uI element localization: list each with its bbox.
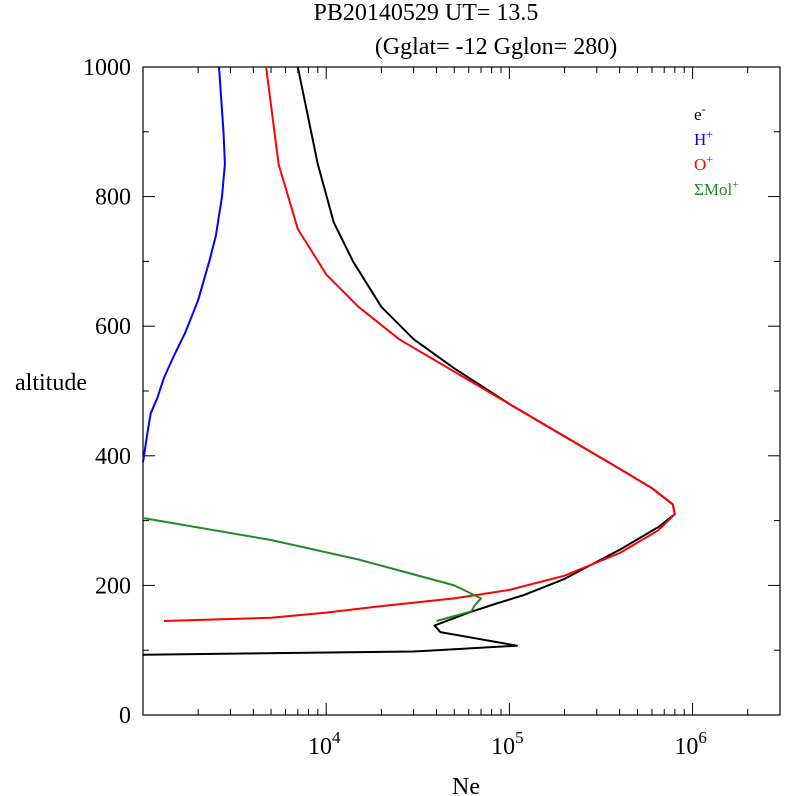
y-tick-label: 400 bbox=[95, 444, 131, 470]
series-line-h bbox=[142, 66, 226, 463]
series-line-mol bbox=[142, 517, 482, 622]
y-tick-label: 800 bbox=[95, 185, 131, 211]
series-line-o bbox=[163, 66, 676, 622]
y-tick-label: 200 bbox=[95, 573, 131, 599]
y-tick-label: 0 bbox=[119, 703, 131, 729]
y-axis-label: altitude bbox=[15, 370, 87, 396]
y-tick-label: 600 bbox=[95, 314, 131, 340]
y-axis-ticks: 0 200 400 600 800 1000 bbox=[83, 55, 780, 729]
x-axis-label: Ne bbox=[452, 774, 480, 796]
chart-title-line1: PB20140529 UT= 13.5 bbox=[314, 0, 539, 26]
legend-entry: e- bbox=[694, 102, 706, 124]
legend-entry: H+ bbox=[694, 127, 713, 149]
x-tick-label: 104 bbox=[308, 728, 341, 760]
y-tick-label: 1000 bbox=[83, 55, 131, 81]
x-tick-label: 106 bbox=[674, 728, 707, 760]
x-tick-label: 105 bbox=[491, 728, 523, 760]
legend: e- H+ O+ ΣMol+ bbox=[694, 102, 739, 199]
series-line-e bbox=[142, 66, 676, 656]
x-axis-ticks: 104 105 106 bbox=[142, 67, 781, 760]
series-layer bbox=[142, 66, 676, 656]
legend-entry: ΣMol+ bbox=[694, 177, 739, 199]
chart-title-line2: (Gglat= -12 Gglon= 280) bbox=[375, 34, 617, 60]
legend-entry: O+ bbox=[694, 152, 713, 174]
